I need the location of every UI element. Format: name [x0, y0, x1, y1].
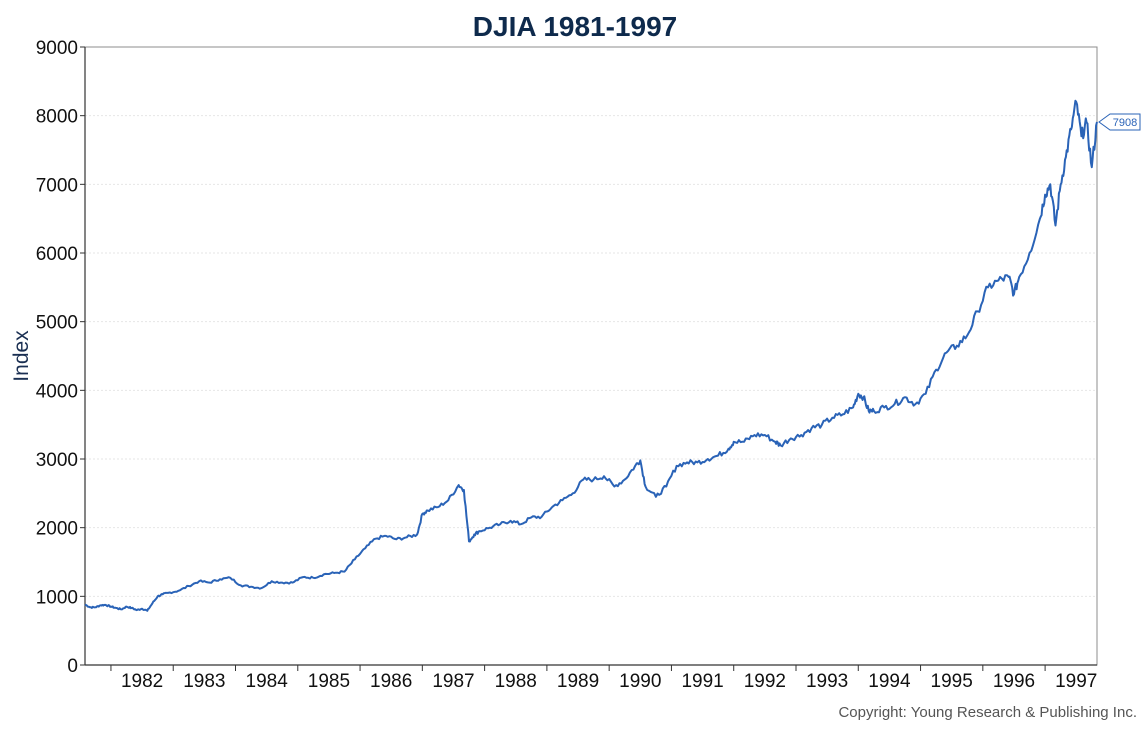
y-tick-label: 7000	[36, 175, 78, 196]
y-tick-label: 6000	[36, 244, 78, 265]
x-tick-label: 1997	[1055, 671, 1097, 692]
x-tick-label: 1985	[308, 671, 350, 692]
x-tick-label: 1986	[370, 671, 412, 692]
x-tick-label: 1992	[744, 671, 786, 692]
axes: 0 1000 2000 3000 4000 5000 6000 7000 8000 9000 198…	[36, 38, 1098, 692]
x-tick-label: 1989	[557, 671, 599, 692]
copyright-notice: Copyright: Young Research & Publishing I…	[838, 704, 1137, 721]
x-tick-label: 1983	[183, 671, 225, 692]
x-tick-label: 1982	[121, 671, 163, 692]
y-tick-label: 5000	[36, 313, 78, 334]
y-tick-label: 2000	[36, 519, 78, 540]
y-tick-label: 0	[67, 656, 78, 677]
y-tick-label: 3000	[36, 450, 78, 471]
chart-title: DJIA 1981-1997	[473, 11, 677, 42]
x-tick-label: 1990	[619, 671, 661, 692]
gridlines	[85, 46, 1097, 597]
series-layer	[84, 99, 1098, 612]
plot-area-frame	[84, 46, 1098, 666]
y-axis-label: Index	[10, 330, 33, 382]
x-tick-label: 1991	[681, 671, 723, 692]
x-tick-label: 1993	[806, 671, 848, 692]
y-tick-label: 9000	[36, 38, 78, 59]
last-value-callout: 7908	[1098, 113, 1141, 131]
x-tick-label: 1994	[868, 671, 911, 692]
x-tick-label: 1987	[432, 671, 474, 692]
series-line	[84, 99, 1098, 612]
last-value-label: 7908	[1113, 117, 1137, 129]
x-tick-label: 1988	[495, 671, 537, 692]
last-value-box	[1098, 113, 1141, 131]
x-tick-label: 1984	[246, 671, 289, 692]
x-tick-label: 1995	[931, 671, 973, 692]
y-tick-label: 8000	[36, 107, 78, 128]
y-tick-label: 4000	[36, 381, 78, 402]
y-tick-label: 1000	[36, 587, 78, 608]
x-tick-label: 1996	[993, 671, 1035, 692]
